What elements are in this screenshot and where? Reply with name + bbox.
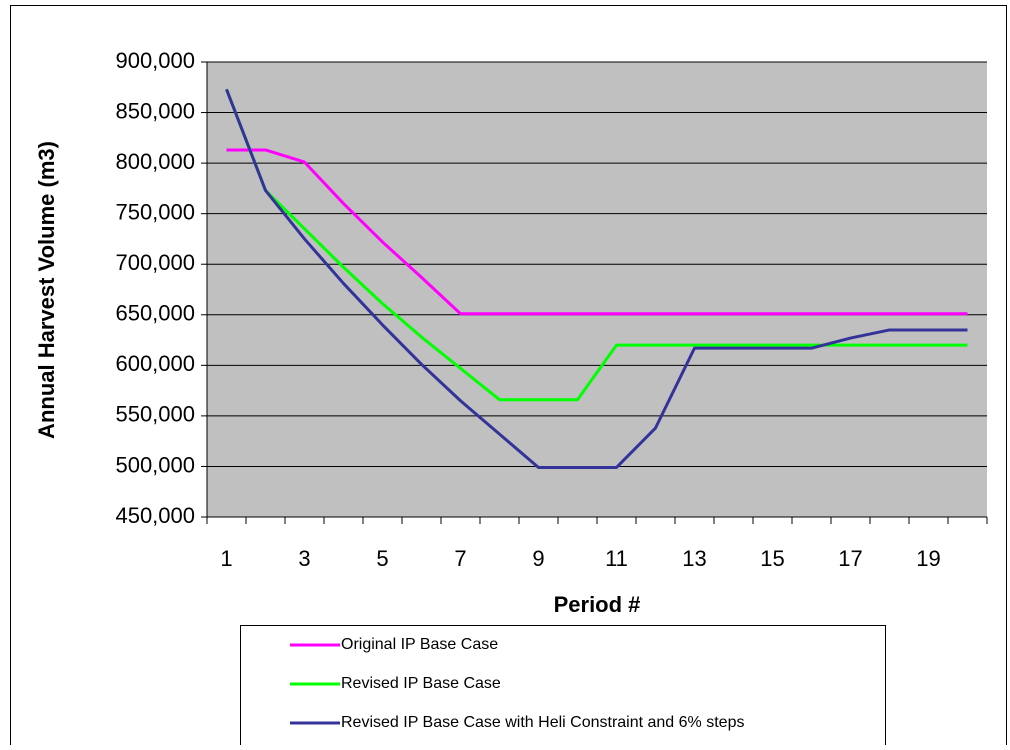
x-tick-label: 11 — [605, 546, 628, 571]
series-line — [225, 88, 968, 402]
y-tick-label: 850,000 — [115, 98, 195, 123]
x-tick-label: 1 — [220, 546, 232, 571]
y-axis-label: Annual Harvest Volume (m3) — [34, 141, 59, 439]
x-tick-label: 15 — [760, 546, 784, 571]
y-tick-label: 800,000 — [115, 149, 195, 174]
y-tick-label: 600,000 — [115, 351, 195, 376]
x-tick-label: 9 — [532, 546, 544, 571]
x-tick-label: 17 — [838, 546, 862, 571]
y-tick-label: 650,000 — [115, 301, 195, 326]
y-tick-label: 750,000 — [115, 199, 195, 224]
x-tick-label: 3 — [298, 546, 310, 571]
legend-label: Revised IP Base Case with Heli Constrain… — [341, 714, 744, 731]
legend — [240, 625, 886, 750]
legend-label: Original IP Base Case — [341, 636, 498, 653]
series-line — [225, 88, 968, 469]
x-tick-label: 19 — [916, 546, 940, 571]
x-tick-label: 7 — [454, 546, 466, 571]
legend-label: Revised IP Base Case — [341, 675, 501, 692]
plot-background — [207, 62, 987, 517]
y-tick-label: 450,000 — [115, 503, 195, 528]
x-tick-label: 13 — [682, 546, 706, 571]
y-tick-label: 550,000 — [115, 402, 195, 427]
x-axis-label: Period # — [554, 592, 641, 617]
y-tick-label: 700,000 — [115, 250, 195, 275]
series-line — [226, 148, 968, 316]
y-tick-label: 900,000 — [115, 48, 195, 73]
x-tick-label: 5 — [376, 546, 388, 571]
y-tick-label: 500,000 — [115, 452, 195, 477]
